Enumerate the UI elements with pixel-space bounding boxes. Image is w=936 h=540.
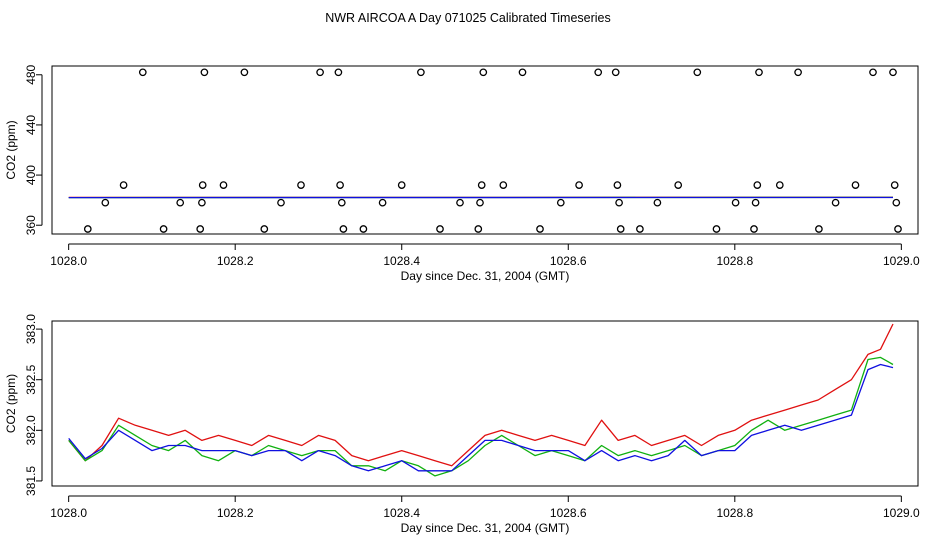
- x-tick-label: 1028.0: [50, 506, 87, 520]
- plot-frame: [51, 320, 919, 487]
- x-tick-label: 1028.8: [716, 506, 753, 520]
- plot-frame: [51, 65, 919, 235]
- bottom-line-panel: 1028.0 1028.2 1028.4 1028.6 1028.8 1029.0 Day …: [4, 314, 920, 535]
- scatter-point: [594, 68, 603, 77]
- x-tick-label: 1028.6: [550, 506, 587, 520]
- x-tick-label: 1029.0: [883, 506, 920, 520]
- scatter-point: [260, 225, 269, 233]
- scatter-point: [750, 225, 758, 233]
- scatter-point: [753, 181, 762, 189]
- y-tick-label: 382.5: [24, 364, 38, 394]
- y-tick-label: 360: [24, 215, 38, 235]
- x-tick-label: 1029.0: [883, 254, 920, 268]
- top-scatter-panel: 1028.0 1028.2 1028.4 1028.6 1028.8 1029.0 Day …: [4, 64, 920, 283]
- scatter-point: [869, 68, 877, 77]
- scatter-point: [101, 198, 110, 207]
- scatter-point: [196, 225, 205, 233]
- y-axis-label: CO2 (ppm): [4, 120, 18, 179]
- scatter-point: [359, 225, 368, 233]
- scatter-point: [815, 225, 823, 233]
- scatter-point: [636, 225, 644, 233]
- scatter-point: [613, 181, 622, 189]
- scatter-point: [712, 225, 721, 233]
- y-tick-label: 381.5: [24, 466, 38, 496]
- series-line-blue: [68, 363, 894, 472]
- scatter-point: [277, 198, 285, 207]
- scatter-point: [138, 68, 147, 77]
- scatter-point: [316, 68, 324, 77]
- x-tick-label: 1028.2: [217, 506, 254, 520]
- scatter-point: [615, 198, 623, 207]
- x-tick-label: 1028.8: [716, 254, 753, 268]
- scatter-point: [616, 225, 625, 233]
- scatter-point: [751, 198, 760, 207]
- scatter-point: [200, 68, 209, 77]
- x-tick-label: 1028.0: [50, 254, 87, 268]
- scatter-point: [794, 68, 802, 77]
- y-axis-label: CO2 (ppm): [4, 374, 18, 433]
- scatter-point: [119, 181, 128, 189]
- scatter-point: [831, 198, 840, 207]
- scatter-point: [337, 198, 346, 207]
- x-tick-label: 1028.4: [383, 254, 420, 268]
- scatter-point: [518, 68, 527, 77]
- scatter-point: [892, 198, 901, 207]
- scatter-point: [339, 225, 348, 233]
- scatter-point: [693, 68, 702, 77]
- scatter-point: [477, 181, 486, 189]
- scatter-point: [198, 181, 207, 189]
- series-line-red: [68, 323, 894, 467]
- y-tick-label: 382.0: [24, 415, 38, 445]
- scatter-point: [159, 225, 168, 233]
- scatter-point: [755, 68, 763, 77]
- x-axis-label: Day since Dec. 31, 2004 (GMT): [401, 269, 570, 283]
- scatter-point: [556, 198, 565, 207]
- scatter-point: [575, 181, 583, 189]
- y-tick-label: 383.0: [24, 314, 38, 344]
- scatter-point: [198, 198, 206, 207]
- scatter-point: [397, 181, 406, 189]
- scatter-point: [297, 181, 305, 189]
- y-tick-label: 400: [24, 165, 38, 185]
- scatter-point: [851, 181, 860, 189]
- scatter-point: [240, 68, 249, 77]
- y-tick-label: 480: [24, 64, 38, 84]
- scatter-point: [479, 68, 488, 77]
- scatter-point: [889, 68, 897, 77]
- scatter-point: [176, 198, 185, 207]
- x-tick-label: 1028.4: [383, 506, 420, 520]
- scatter-point: [219, 181, 228, 189]
- scatter-point: [476, 198, 484, 207]
- figure-title: NWR AIRCOA A Day 071025 Calibrated Times…: [325, 11, 611, 25]
- scatter-point: [775, 181, 784, 189]
- y-tick-label: 440: [24, 115, 38, 135]
- scatter-point: [474, 225, 483, 233]
- x-tick-label: 1028.6: [550, 254, 587, 268]
- data-layer: [68, 323, 894, 477]
- scatter-point: [536, 225, 544, 233]
- x-tick-label: 1028.2: [217, 254, 254, 268]
- scatter-point: [499, 181, 508, 189]
- series-line-green: [68, 356, 894, 477]
- scatter-point: [674, 181, 683, 189]
- x-axis-label: Day since Dec. 31, 2004 (GMT): [401, 521, 570, 535]
- scatter-point: [336, 181, 344, 189]
- scatter-point: [436, 225, 444, 233]
- scatter-point: [611, 68, 620, 77]
- scatter-point: [894, 225, 902, 233]
- scatter-point: [653, 198, 662, 207]
- scatter-point: [890, 181, 899, 189]
- scatter-point: [83, 225, 92, 233]
- scatter-point: [378, 198, 387, 207]
- scatter-point: [334, 68, 343, 77]
- scatter-point: [417, 68, 425, 77]
- scatter-point: [456, 198, 464, 207]
- scatter-point: [731, 198, 740, 207]
